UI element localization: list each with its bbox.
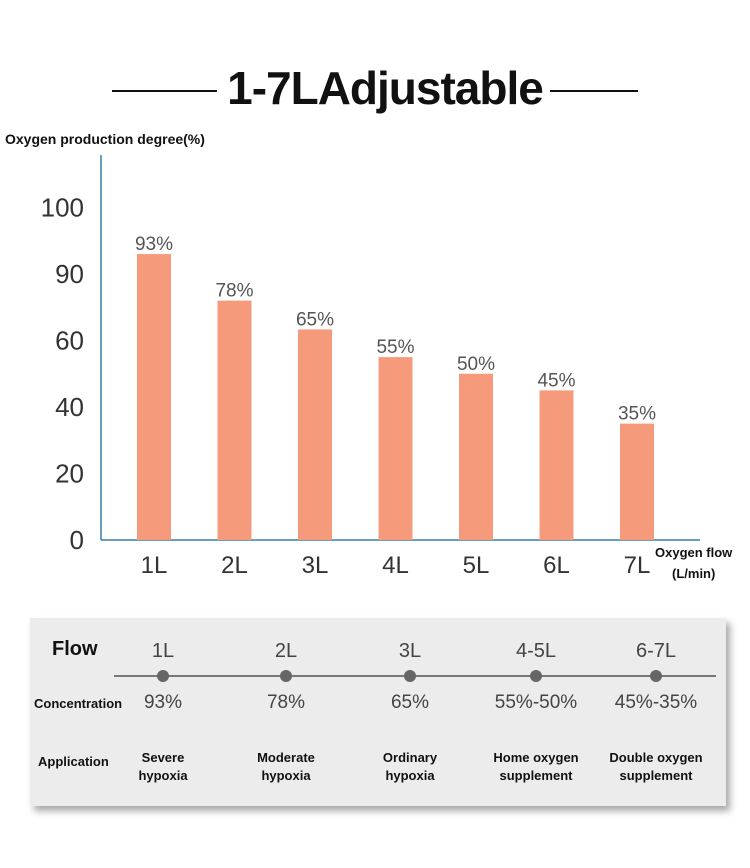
bar (539, 390, 574, 540)
y-tick-label: 90 (55, 259, 84, 289)
y-tick-label: 100 (41, 193, 84, 223)
data-label: 93% (135, 234, 173, 255)
application-value: Severe hypoxia (138, 750, 188, 783)
timeline-dot (650, 670, 662, 682)
concentration-row-label: Concentration (34, 696, 123, 711)
concentration-value: 65% (390, 692, 430, 713)
application-value: Home oxygen supplement (493, 750, 579, 783)
application-value: Ordinary hypoxia (382, 750, 438, 783)
flow-value: 1L (151, 640, 175, 662)
flow-value: 2L (274, 640, 298, 662)
x-axis-label-unit: (L/min) (672, 566, 715, 581)
timeline-dot (530, 670, 542, 682)
x-tick-label: 7L (624, 552, 651, 579)
data-label: 45% (537, 370, 575, 391)
page-title: 1-7LAdjustable (227, 62, 544, 114)
bar-chart: 0 20 40 60 90 100 93% 1L 78% 2L 65% 3L 55% 4L 50% 5L 45%… (41, 155, 733, 581)
title-rule-right (550, 90, 638, 92)
title-block: 1-7LAdjustable (0, 58, 750, 118)
title-rule-left (112, 90, 217, 92)
data-label: 50% (457, 354, 495, 375)
x-tick-label: 2L (221, 552, 248, 579)
spec-table-panel: Flow Concentration Application 1L 93% Seve… (30, 618, 726, 806)
x-tick-label: 5L (463, 552, 490, 579)
flow-value: 6-7L (635, 640, 677, 662)
flow-value: 3L (398, 640, 422, 662)
concentration-value: 55%-50% (494, 692, 578, 713)
y-tick-label: 40 (55, 392, 84, 422)
application-value: Double oxygen supplement (609, 750, 703, 783)
x-tick-label: 1L (141, 552, 168, 579)
y-tick-label: 20 (55, 459, 84, 489)
concentration-value: 78% (266, 692, 306, 713)
bar (620, 423, 654, 540)
bar (459, 373, 493, 540)
concentration-value: 45%-35% (614, 692, 698, 713)
bar (217, 300, 252, 540)
timeline-dot (157, 670, 169, 682)
timeline-dot (404, 670, 416, 682)
data-label: 55% (376, 337, 414, 358)
x-tick-label: 4L (382, 552, 409, 579)
bar (137, 254, 171, 541)
data-label: 65% (296, 309, 334, 330)
timeline-dot (280, 670, 292, 682)
y-tick-label: 0 (70, 525, 84, 555)
x-axis-label: Oxygen flow (655, 545, 733, 560)
concentration-value: 93% (143, 692, 183, 713)
application-value: Moderate hypoxia (257, 750, 315, 783)
bar (378, 357, 413, 540)
data-label: 78% (215, 281, 253, 302)
flow-value: 4-5L (515, 640, 557, 662)
bar (298, 329, 332, 540)
data-label: 35% (618, 404, 656, 425)
x-tick-label: 6L (543, 552, 570, 579)
x-tick-label: 3L (302, 552, 329, 579)
flow-row-label: Flow (52, 638, 98, 660)
chart-y-axis-label: Oxygen production degree(%) (5, 131, 205, 147)
y-tick-label: 60 (55, 326, 84, 356)
application-row-label: Application (38, 754, 109, 769)
